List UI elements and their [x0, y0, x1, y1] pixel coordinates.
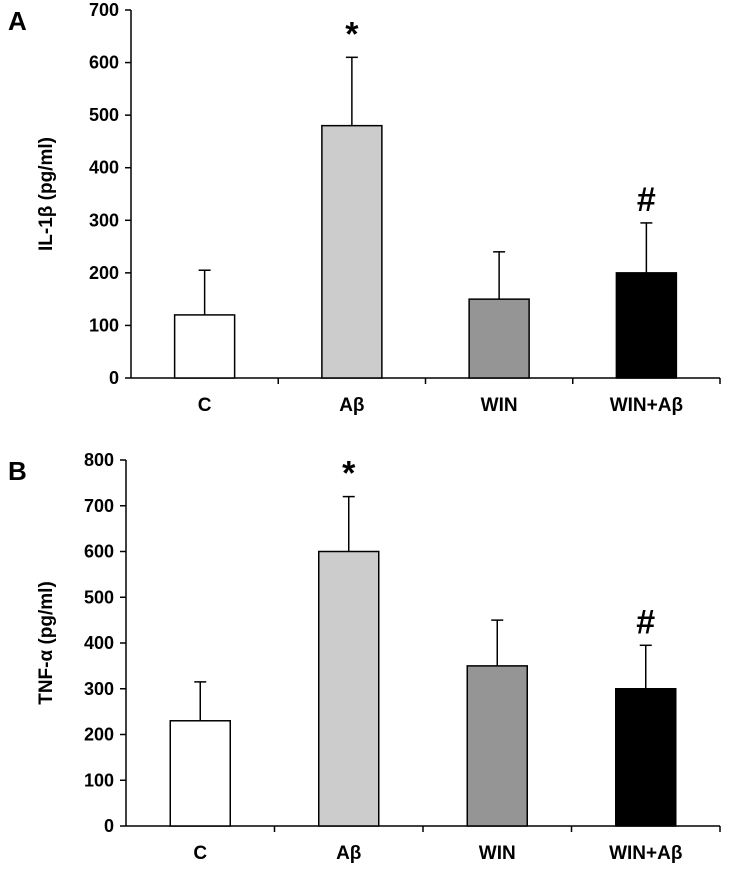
- bar-WIN: [468, 298, 530, 379]
- x-category-label: WIN: [481, 395, 518, 416]
- x-category-label: WIN+Aβ: [610, 395, 683, 416]
- significance-marker: #: [637, 181, 656, 219]
- y-tick-label: 600: [84, 542, 114, 562]
- y-tick-label: 400: [89, 158, 119, 178]
- bar-WIN+Aβ: [615, 688, 677, 827]
- bar-Aβ: [321, 124, 383, 379]
- x-category-label: Aβ: [336, 843, 361, 864]
- y-axis-label: TNF-α (pg/ml): [36, 581, 57, 705]
- y-tick-label: 700: [84, 496, 114, 516]
- y-tick-label: 300: [84, 679, 114, 699]
- y-tick-label: 800: [84, 450, 114, 470]
- y-tick-label: 600: [89, 53, 119, 73]
- x-category-label: Aβ: [339, 395, 364, 416]
- bar-WIN+Aβ: [615, 272, 678, 379]
- bar-Aβ: [318, 550, 380, 827]
- y-tick-label: 700: [89, 0, 119, 20]
- bar-C: [173, 314, 236, 379]
- y-axis-label: IL-1β (pg/ml): [36, 137, 57, 251]
- y-tick-label: 400: [84, 633, 114, 653]
- bar-WIN: [466, 665, 528, 827]
- y-tick-label: 500: [89, 105, 119, 125]
- y-tick-label: 0: [104, 816, 114, 836]
- significance-marker: *: [342, 455, 356, 493]
- bar-C: [169, 720, 231, 827]
- x-category-label: WIN+Aβ: [609, 843, 682, 864]
- panel-label: A: [8, 6, 27, 36]
- panel-label: B: [8, 456, 27, 486]
- y-tick-label: 200: [84, 725, 114, 745]
- significance-marker: *: [345, 15, 359, 53]
- x-category-label: C: [193, 843, 207, 864]
- significance-marker: #: [636, 603, 655, 641]
- x-category-label: C: [198, 395, 212, 416]
- x-category-label: WIN: [479, 843, 516, 864]
- y-tick-label: 100: [89, 315, 119, 335]
- y-tick-label: 0: [109, 368, 119, 388]
- y-tick-label: 300: [89, 210, 119, 230]
- y-tick-label: 100: [84, 770, 114, 790]
- y-tick-label: 200: [89, 263, 119, 283]
- y-tick-label: 500: [84, 587, 114, 607]
